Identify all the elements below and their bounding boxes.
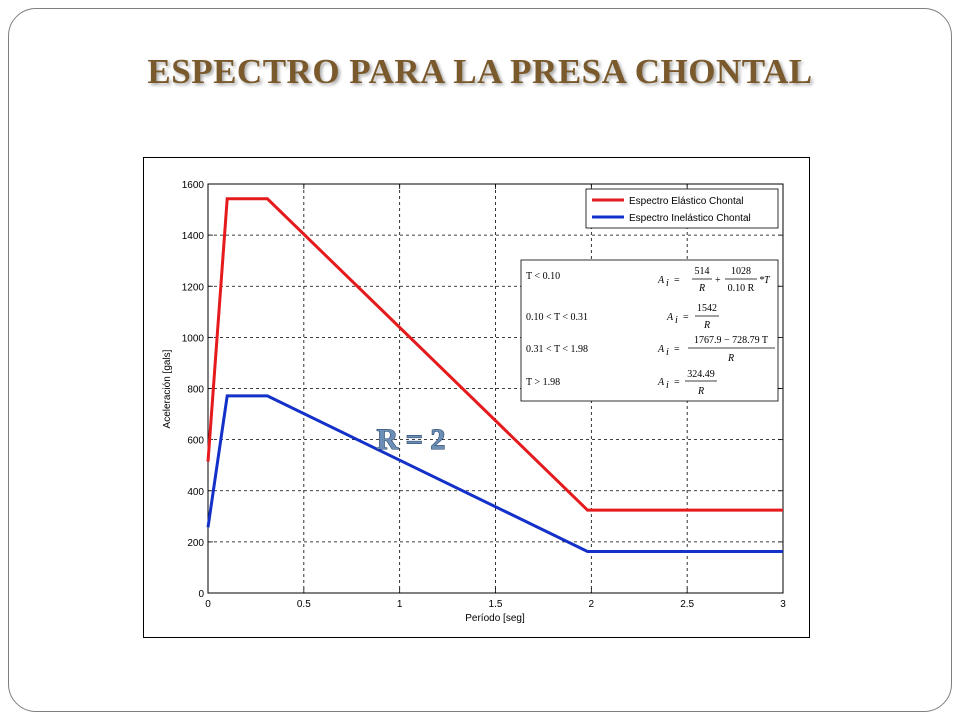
legend-box <box>585 188 779 229</box>
legend-label-elastic: Espectro Elástico Chontal <box>629 196 744 207</box>
eq-num-b-1: 1028 <box>731 266 751 277</box>
series-line-elastic <box>206 197 783 512</box>
eq-equals-4: = <box>674 377 680 388</box>
x-tick-label: 1.5 <box>489 599 503 610</box>
y-tick-label: 1000 <box>182 333 205 344</box>
eq-equals-3: = <box>674 344 680 355</box>
eq-equals-2: = <box>683 312 689 323</box>
eq-condition-4: T > 1.98 <box>526 377 560 388</box>
eq-num-2: 1542 <box>697 303 717 314</box>
legend: Espectro Elástico Chontal Espectro Inelá… <box>585 188 779 229</box>
x-tick-label: 2.5 <box>680 599 694 610</box>
tick-layer: 0 0.5 1 1.5 2 2.5 3 0 200 400 600 800 1000 1200 1400 16… <box>182 180 786 610</box>
r-factor-annotation: R = 2 <box>377 423 446 456</box>
eq-subscript-4: i <box>666 380 669 391</box>
eq-den-3: R <box>727 353 734 364</box>
series-line-inelastic <box>206 394 783 553</box>
eq-condition-1: T < 0.10 <box>526 271 560 282</box>
x-axis-title: Período [seg] <box>465 613 525 624</box>
y-tick-label: 600 <box>187 436 204 447</box>
y-tick-label: 0 <box>198 589 204 600</box>
eq-subscript-1: i <box>666 278 669 289</box>
y-axis-title: Aceleración [gals] <box>162 349 173 428</box>
eq-den-a-1: R <box>698 283 705 294</box>
y-tick-label: 400 <box>187 487 204 498</box>
eq-den-2: R <box>703 320 710 331</box>
x-tick-label: 2 <box>589 599 595 610</box>
eq-num-4: 324.49 <box>687 369 715 380</box>
eq-symbol-3: A <box>657 344 665 355</box>
slide-title: ESPECTRO PARA LA PRESA CHONTAL <box>147 52 813 91</box>
y-tick-label: 800 <box>187 385 204 396</box>
eq-den-4: R <box>697 386 704 397</box>
y-tick-label: 1600 <box>182 180 205 191</box>
y-tick-label: 200 <box>187 538 204 549</box>
equations-box: T < 0.10 A i = 514 R + 1028 0.10 R *T 0.… <box>520 259 779 402</box>
eq-symbol-4: A <box>657 377 665 388</box>
eq-den-b-1: 0.10 R <box>728 283 755 294</box>
x-tick-label: 1 <box>397 599 403 610</box>
x-tick-label: 0.5 <box>297 599 311 610</box>
eq-equals-1: = <box>674 275 680 286</box>
y-tick-label: 1400 <box>182 231 205 242</box>
eq-suffix-1: *T <box>759 275 771 286</box>
eq-condition-2: 0.10 < T < 0.31 <box>526 312 588 323</box>
eq-subscript-2: i <box>675 315 678 326</box>
eq-plus-1: + <box>715 275 721 286</box>
x-tick-label: 0 <box>205 599 211 610</box>
x-tick-label: 3 <box>780 599 786 610</box>
y-tick-label: 1200 <box>182 282 205 293</box>
series-layer <box>206 197 783 553</box>
legend-label-inelastic: Espectro Inelástico Chontal <box>629 213 751 224</box>
eq-symbol-1: A <box>657 275 665 286</box>
eq-symbol-2: A <box>666 312 674 323</box>
equations-border <box>520 259 779 402</box>
eq-condition-3: 0.31 < T < 1.98 <box>526 344 588 355</box>
eq-num-3: 1767.9 − 728.79 T <box>694 335 768 346</box>
eq-subscript-3: i <box>666 347 669 358</box>
eq-num-a-1: 514 <box>695 266 710 277</box>
